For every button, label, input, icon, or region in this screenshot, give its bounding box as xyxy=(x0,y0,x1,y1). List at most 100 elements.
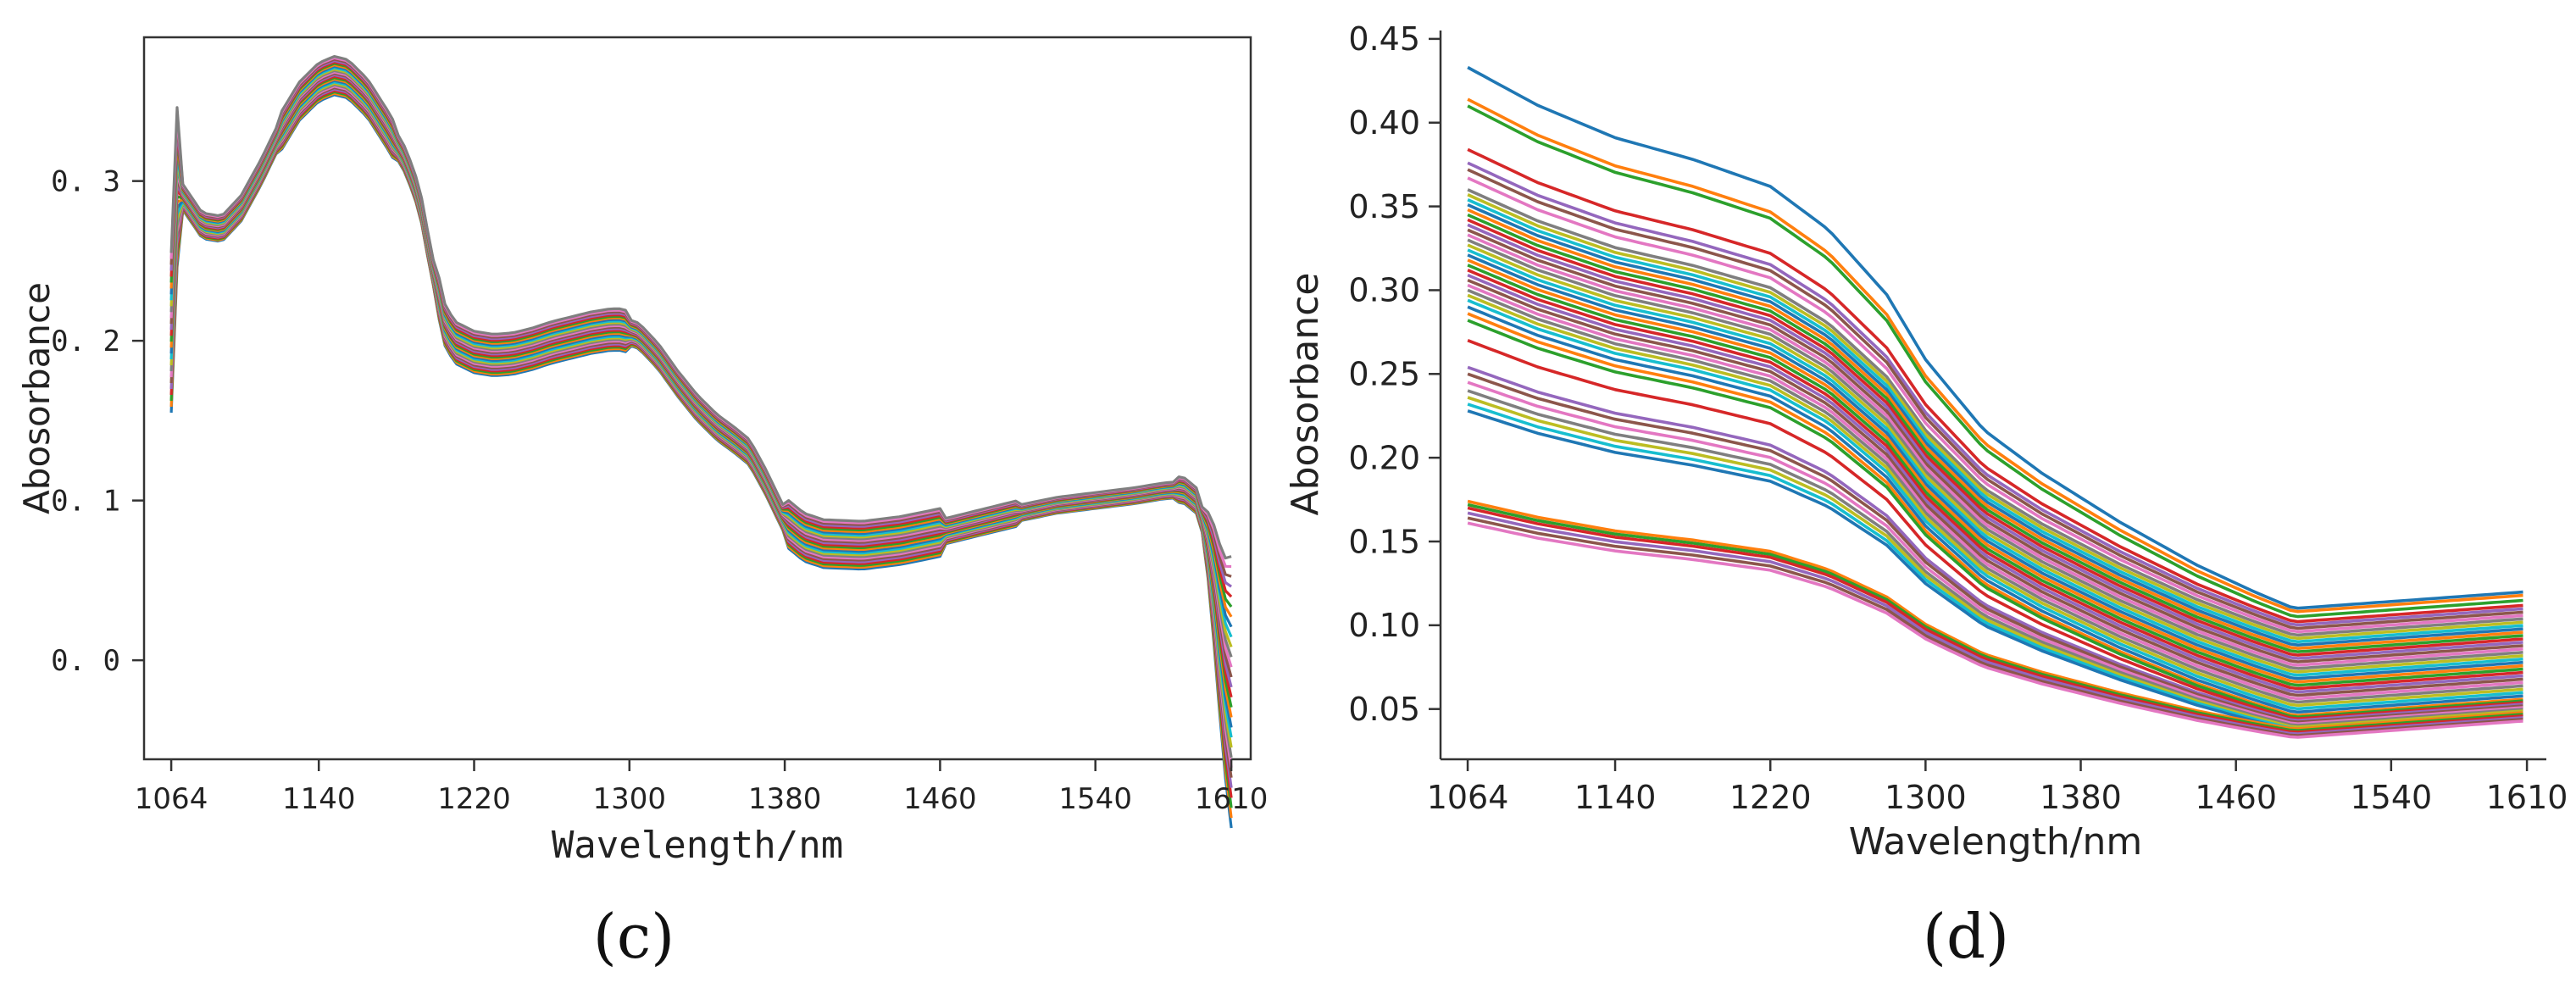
chart-d-series-line xyxy=(1467,503,2523,732)
chart-d-series-line xyxy=(1467,293,2523,708)
chart-d-x-tick-label: 1300 xyxy=(1885,779,1967,816)
chart-d-series-line xyxy=(1467,258,2523,684)
chart-d-y-tick-label: 0.10 xyxy=(1348,607,1420,644)
chart-c-series-line xyxy=(169,60,1233,598)
chart-c-x-tick-label: 1540 xyxy=(1058,782,1132,816)
chart-d-series-line xyxy=(1467,339,2523,720)
chart-d-series-line xyxy=(1467,273,2523,694)
chart-d-y-tick-label: 0.30 xyxy=(1348,272,1420,309)
chart-c-series-line xyxy=(169,55,1232,560)
chart-d-series-line xyxy=(1467,312,2523,718)
chart-c-series-line xyxy=(169,68,1233,647)
chart-d-y-tick-label: 0.05 xyxy=(1348,691,1420,728)
chart-c-y-tick-label: 0. 1 xyxy=(51,485,120,519)
chart-d-series-line xyxy=(1467,65,2523,610)
chart-c: 1064 1140 1220 1300 1380 1460 1540 1610 0. 00. … xyxy=(16,36,1269,972)
chart-d-series-line xyxy=(1467,372,2523,724)
chart-d-y-tick-label: 0.40 xyxy=(1348,104,1420,142)
chart-d-series-line xyxy=(1467,380,2523,725)
chart-c-xlabel: Wavelength/nm xyxy=(552,824,843,867)
chart-d-x-tick-label: 1610 xyxy=(2486,779,2568,816)
chart-d-series-line xyxy=(1467,516,2523,737)
chart-c-x-tick-label: 1300 xyxy=(593,782,667,816)
chart-d-x-tick-label: 1220 xyxy=(1729,779,1812,816)
chart-d-series-line xyxy=(1467,208,2523,650)
chart-c-series-line xyxy=(169,87,1233,788)
chart-d-series-line xyxy=(1467,511,2523,736)
chart-c-series-line xyxy=(169,92,1233,819)
chart-d-y-tick-label: 0.45 xyxy=(1348,20,1420,58)
chart-c-y-tick-label: 0. 2 xyxy=(51,325,120,358)
chart-c-series-line xyxy=(169,89,1233,798)
chart-d-series-line xyxy=(1467,233,2523,667)
chart-d-series-line xyxy=(1467,238,2523,670)
chart-c-frame xyxy=(142,36,1252,761)
chart-c-x-tick-label: 1220 xyxy=(437,782,511,816)
chart-d-series-line xyxy=(1467,283,2523,701)
chart-c-series-line xyxy=(169,90,1233,808)
chart-c-series-line xyxy=(169,56,1232,569)
chart-c-y-tick-label: 0. 0 xyxy=(51,644,120,678)
chart-d-series-line xyxy=(1467,243,2523,674)
chart-c-series-line xyxy=(169,62,1233,608)
chart-d-series-line xyxy=(1467,218,2523,657)
chart-c-series-group xyxy=(169,55,1233,829)
chart-d-series-line xyxy=(1467,506,2523,734)
chart-c-y-tick-label: 0. 3 xyxy=(51,165,120,199)
chart-c-series-line xyxy=(169,64,1233,618)
chart-d-series-line xyxy=(1467,97,2523,614)
chart-c-x-tick-label: 1460 xyxy=(903,782,977,816)
chart-d-series-line xyxy=(1467,253,2523,680)
chart-d-x-axis: 1064 1140 1220 1300 1380 1460 1540 1610 xyxy=(1427,759,2568,816)
chart-d-series-line xyxy=(1467,264,2523,687)
chart-c-series-line xyxy=(169,86,1233,778)
chart-d-y-tick-label: 0.15 xyxy=(1348,523,1420,560)
chart-d-series-line xyxy=(1467,396,2523,729)
chart-d-x-tick-label: 1380 xyxy=(2040,779,2122,816)
chart-d-series-line xyxy=(1467,389,2523,727)
chart-d-xlabel: Wavelength/nm xyxy=(1849,820,2143,864)
chart-d-series-line xyxy=(1467,176,2523,634)
chart-c-panel-label: (c) xyxy=(593,901,675,972)
chart-d-y-tick-label: 0.20 xyxy=(1348,439,1420,476)
chart-d-series-line xyxy=(1467,161,2523,627)
chart-c-series-line xyxy=(169,66,1233,638)
chart-d-series-line xyxy=(1467,298,2523,711)
chart-c-series-line xyxy=(169,72,1233,678)
chart-d-series-line xyxy=(1467,248,2523,677)
chart-d-series-line xyxy=(1467,198,2523,644)
chart-d-series-line xyxy=(1467,269,2523,691)
chart-c-series-line xyxy=(169,93,1233,829)
chart-d-x-tick-label: 1140 xyxy=(1574,779,1657,816)
chart-c-series-line xyxy=(169,64,1233,628)
chart-d-series-line xyxy=(1467,288,2523,704)
chart-c-series-line xyxy=(169,85,1233,769)
chart-d-series-line xyxy=(1467,228,2523,664)
chart-c-x-tick-label: 1610 xyxy=(1195,782,1269,816)
chart-d-series-line xyxy=(1467,499,2523,730)
chart-d-series-line xyxy=(1467,278,2523,697)
chart-c-series-line xyxy=(169,69,1233,658)
chart-d-series-line xyxy=(1467,305,2523,714)
chart-d-y-tick-label: 0.25 xyxy=(1348,356,1420,393)
chart-c-series-line xyxy=(169,70,1233,668)
chart-d-series-group xyxy=(1467,65,2523,739)
chart-d-x-tick-label: 1540 xyxy=(2350,779,2432,816)
chart-c-series-line xyxy=(169,73,1233,688)
chart-d-series-line xyxy=(1467,319,2523,719)
chart-c-x-axis: 1064 1140 1220 1300 1380 1460 1540 1610 xyxy=(135,759,1269,816)
chart-c-y-axis: 0. 0 0. 1 0. 2 0. 3 xyxy=(51,165,144,678)
chart-d-series-line xyxy=(1467,168,2523,630)
chart-d-series-line xyxy=(1467,365,2523,722)
chart-d-series-line xyxy=(1467,223,2523,660)
chart-d-series-line xyxy=(1467,213,2523,653)
chart-d-x-tick-label: 1460 xyxy=(2195,779,2277,816)
chart-d-x-tick-label: 1064 xyxy=(1427,779,1509,816)
chart-d-series-line xyxy=(1467,193,2523,641)
chart-d-series-line xyxy=(1467,521,2523,739)
chart-d-series-line xyxy=(1467,188,2523,637)
chart-c-series-line xyxy=(169,76,1233,708)
chart-c-series-line xyxy=(169,75,1233,698)
chart-d-ylabel: Abosorbance xyxy=(1284,273,1327,516)
